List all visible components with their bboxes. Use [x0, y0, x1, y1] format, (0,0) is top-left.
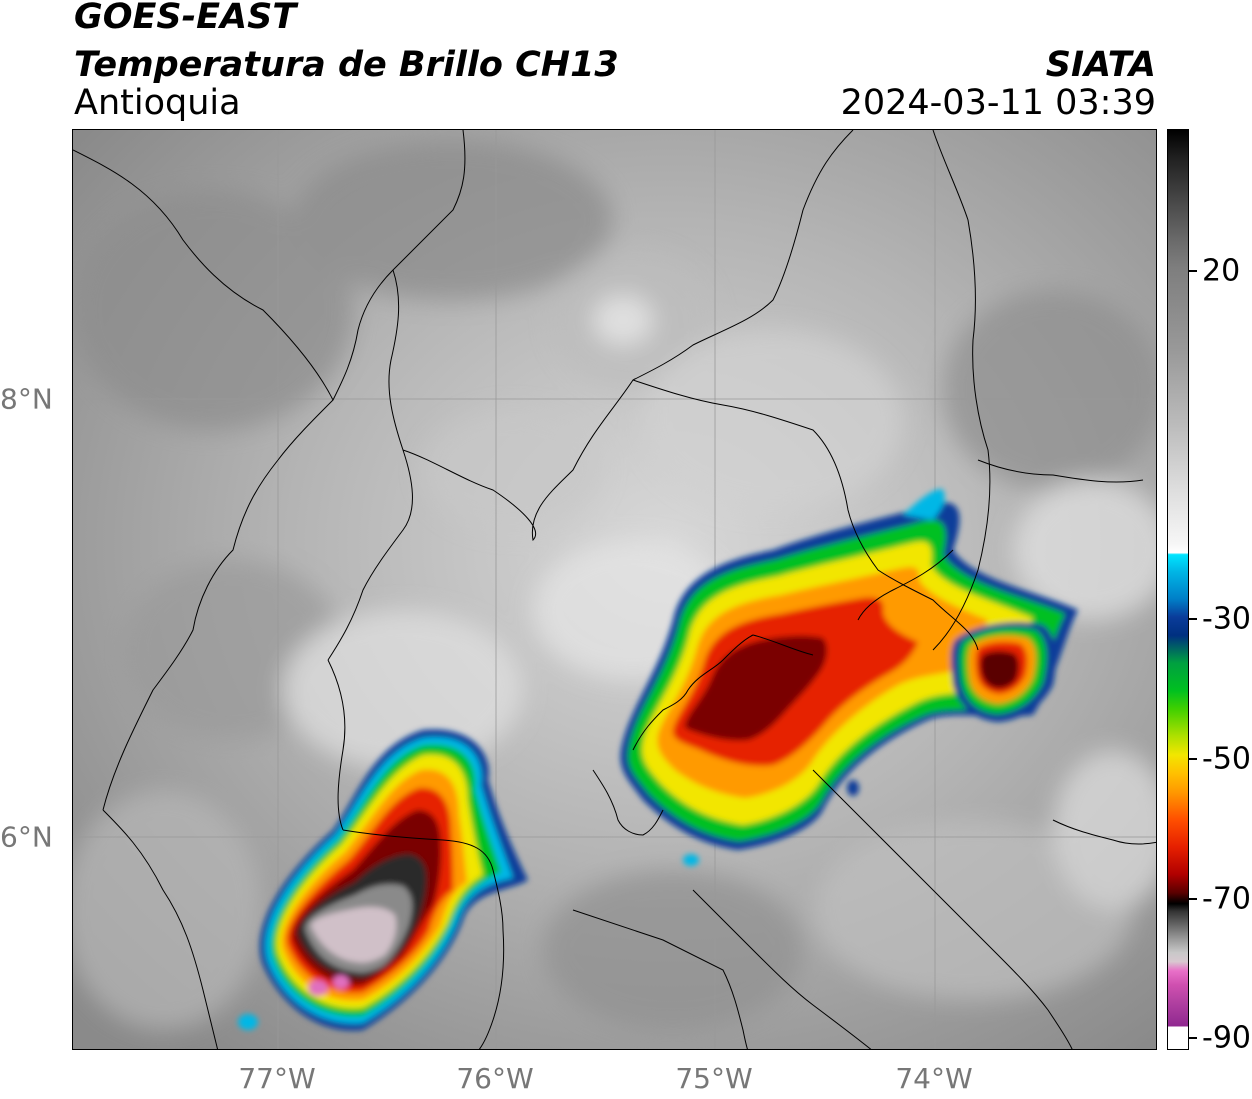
- border-east-2: [977, 459, 1144, 483]
- lon-label-75w: 75°W: [675, 1062, 753, 1095]
- colorbar-label-neg70: -70: [1202, 881, 1251, 917]
- satellite-map[interactable]: [72, 129, 1157, 1050]
- product-title: Temperatura de Brillo CH13: [74, 45, 619, 85]
- satellite-title: GOES-EAST: [74, 0, 297, 37]
- border-south-2: [812, 769, 1073, 1049]
- border-east-3: [1052, 819, 1156, 845]
- border-south-3: [572, 909, 748, 1049]
- colorbar-tick-neg90: [1189, 1037, 1197, 1039]
- colorbar-label-neg50: -50: [1202, 741, 1251, 777]
- datetime-label: 2024-03-11 03:39: [840, 83, 1156, 123]
- storm-west: [238, 729, 528, 1031]
- border-east: [932, 130, 991, 651]
- region-label: Antioquia: [74, 83, 241, 123]
- lon-label-76w: 76°W: [456, 1062, 534, 1095]
- lon-label-77w: 77°W: [238, 1062, 316, 1095]
- lon-label-74w: 74°W: [895, 1062, 973, 1095]
- colorbar-label-neg90: -90: [1202, 1020, 1251, 1056]
- border-mid: [632, 634, 814, 751]
- colorbar-label-neg30: -30: [1202, 601, 1251, 637]
- border-central: [632, 379, 979, 651]
- colorbar-tick-neg70: [1189, 898, 1197, 900]
- borders: [73, 130, 1156, 1049]
- border-west-1: [327, 269, 413, 661]
- organization-label: SIATA: [1045, 45, 1156, 85]
- lat-label-8n: 8°N: [0, 382, 53, 416]
- border-mid-2: [592, 769, 664, 836]
- border-south-1: [692, 889, 872, 1049]
- colorbar: [1167, 129, 1189, 1050]
- cloud-texture: [73, 140, 1156, 1030]
- border-north: [402, 130, 854, 542]
- map-canvas: [73, 130, 1156, 1049]
- coastline-south: [102, 809, 219, 1049]
- colorbar-tick-neg50: [1189, 758, 1197, 760]
- colorbar-gradient: [1168, 130, 1188, 1049]
- lat-label-6n: 6°N: [0, 820, 53, 854]
- coastline-pacific: [73, 149, 334, 811]
- border-mid-3: [857, 549, 954, 621]
- coastline-caribbean: [332, 130, 466, 401]
- colorbar-tick-20: [1189, 270, 1197, 272]
- colorbar-label-20: 20: [1202, 253, 1241, 289]
- border-south-west: [342, 829, 505, 1049]
- colorbar-tick-neg30: [1189, 618, 1197, 620]
- border-west-2: [327, 659, 346, 831]
